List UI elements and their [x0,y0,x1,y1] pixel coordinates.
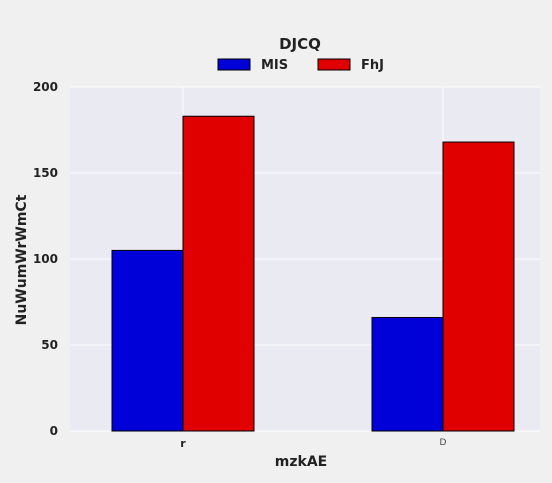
y-tick-label: 0 [50,424,58,438]
x-tick-label: r [180,437,186,450]
legend: MIS FhJ [217,58,384,73]
y-tick-label: 50 [41,338,58,352]
x-tick-label: D [440,438,447,448]
bar-fhj-r [182,115,255,432]
legend-swatch-mis [217,58,251,71]
bar-mis-r [111,249,184,432]
bar-fhj-d [442,141,515,432]
bars [111,115,515,432]
y-tick-labels: 0 50 100 150 200 [33,80,58,438]
bar-mis-d [371,316,444,432]
y-tick-label: 150 [33,166,58,180]
legend-swatch-fhj [317,58,351,71]
y-axis-label: NuWumWrWmCt [14,194,30,325]
y-tick-label: 100 [33,252,58,266]
x-axis-label: mzkAE [275,454,327,470]
legend-label-fhj: FhJ [361,58,384,73]
y-tick-label: 200 [33,80,58,94]
chart-title: DJCQ [279,35,321,53]
legend-label-mis: MIS [261,58,288,73]
